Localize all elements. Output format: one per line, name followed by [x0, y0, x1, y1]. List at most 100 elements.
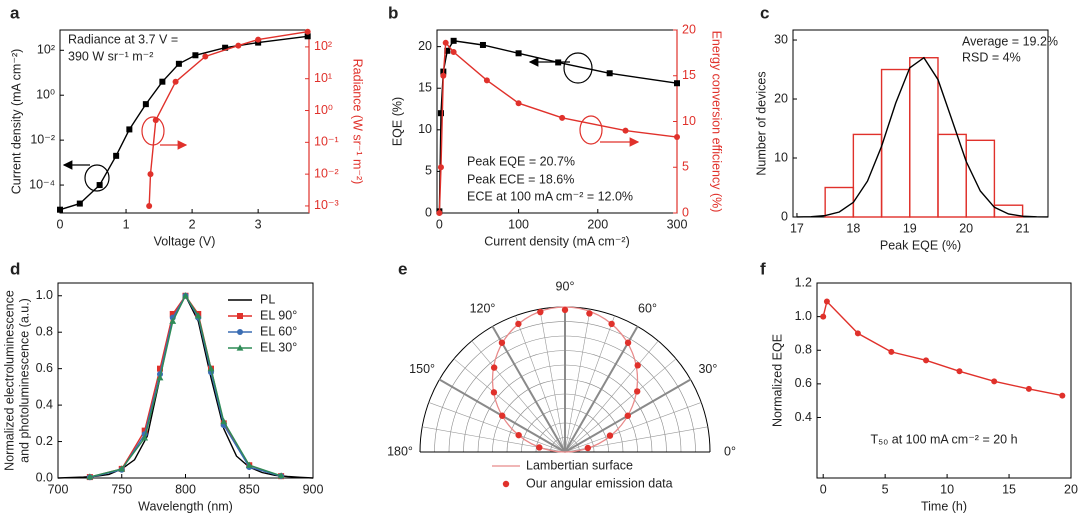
y-tick-label: 15 — [418, 81, 432, 95]
data-marker — [437, 164, 444, 171]
y-axis-label: Current density (mA cm⁻²) — [9, 49, 23, 195]
panel-letter: f — [760, 259, 766, 278]
y2-tick-label: 20 — [682, 22, 696, 36]
legend-marker — [237, 329, 243, 335]
annotation: Peak ECE = 18.6% — [467, 172, 574, 186]
y-tick-label: 0.4 — [795, 410, 812, 424]
x-tick-label: 0 — [820, 482, 827, 496]
data-marker — [192, 52, 199, 59]
angle-tick-label: 150° — [409, 362, 435, 376]
data-marker — [606, 70, 613, 77]
angle-tick-label: 180° — [387, 444, 413, 458]
data-marker — [440, 72, 447, 79]
x-tick-label: 20 — [1064, 482, 1078, 496]
annotation: T₅₀ at 100 mA cm⁻² = 20 h — [870, 432, 1017, 446]
x-tick-label: 800 — [175, 482, 196, 496]
x-tick-label: 3 — [255, 217, 262, 231]
data-point — [490, 389, 498, 396]
data-marker — [450, 48, 457, 55]
plot-frame — [816, 282, 1072, 479]
legend-label: PL — [260, 292, 275, 306]
panel-letter: d — [10, 259, 20, 278]
data-marker — [442, 39, 449, 46]
angle-tick-label: 30° — [698, 362, 717, 376]
angle-tick-label: 90° — [556, 279, 575, 293]
x-axis-label: Wavelength (nm) — [138, 499, 233, 513]
data-point — [584, 444, 592, 452]
data-marker — [437, 110, 444, 117]
legend-label: EL 90° — [260, 308, 297, 322]
panel-letter: b — [388, 3, 398, 22]
polar-spoke — [564, 402, 702, 453]
data-point — [624, 412, 631, 419]
y-axis-label: Normalized EQE — [770, 334, 784, 427]
data-point — [634, 362, 641, 369]
data-marker — [86, 473, 94, 480]
data-marker — [142, 101, 149, 108]
data-marker — [515, 100, 522, 107]
y-tick-label: 0.8 — [795, 343, 812, 357]
annotation-arrows — [62, 52, 640, 192]
x-tick-label: 200 — [587, 217, 608, 231]
data-marker — [146, 202, 153, 209]
y-tick-label: 10 — [418, 122, 432, 136]
data-marker — [76, 200, 83, 207]
data-marker — [118, 465, 126, 472]
polar-spoke — [453, 358, 566, 453]
angle-tick-label: 60° — [638, 301, 657, 315]
x-axis-label: Current density (mA cm⁻²) — [484, 234, 630, 248]
y-tick-label: 0.4 — [36, 397, 53, 411]
data-point — [499, 412, 506, 419]
x-tick-label: 15 — [1002, 482, 1016, 496]
data-point — [537, 308, 544, 316]
series-line — [796, 56, 1049, 218]
y-axis-label: Number of devices — [754, 71, 768, 175]
y-axis-label: Normalized electroluminescence — [2, 290, 16, 471]
data-marker — [674, 134, 680, 141]
series-line — [59, 35, 308, 211]
x-tick-label: 750 — [111, 482, 132, 496]
y-tick-label: 1.0 — [36, 288, 53, 302]
series-line — [57, 294, 314, 479]
annotation: Average = 19.2% — [962, 34, 1058, 48]
x-tick-label: 19 — [903, 221, 917, 235]
data-point — [633, 388, 641, 395]
polar-spoke — [564, 309, 591, 453]
x-tick-label: 700 — [48, 482, 69, 496]
data-marker — [147, 171, 154, 178]
histogram-bar — [880, 68, 911, 218]
data-marker — [1059, 392, 1066, 399]
y2-tick-label: 10⁻² — [314, 166, 339, 180]
data-point — [490, 364, 498, 371]
data-marker — [96, 182, 103, 189]
data-marker — [674, 80, 680, 87]
y-tick-label: 20 — [774, 91, 788, 105]
y2-tick-label: 15 — [682, 68, 696, 82]
data-marker — [255, 36, 262, 43]
histogram-bar — [852, 133, 883, 218]
data-point — [561, 306, 569, 314]
data-marker — [555, 59, 562, 66]
data-marker — [141, 434, 149, 441]
x-tick-label: 300 — [667, 217, 688, 231]
data-point — [536, 444, 543, 451]
histogram-bar — [993, 204, 1024, 218]
legend-marker — [236, 344, 244, 351]
data-marker — [622, 127, 629, 134]
data-point — [586, 310, 593, 317]
polar-spoke — [428, 402, 566, 453]
data-marker — [888, 348, 895, 355]
annotation: 390 W sr⁻¹ m⁻² — [68, 49, 153, 63]
data-marker — [220, 417, 228, 425]
data-marker — [152, 117, 159, 124]
y2-tick-label: 5 — [682, 160, 689, 174]
y2-tick-label: 0 — [682, 205, 689, 219]
data-marker — [222, 44, 229, 51]
data-marker — [854, 330, 861, 337]
data-point — [608, 320, 615, 328]
x-tick-label: 100 — [508, 217, 529, 231]
y2-tick-label: 10¹ — [314, 71, 332, 85]
legend-marker — [502, 480, 510, 488]
y-tick-label: 0.6 — [36, 361, 53, 375]
